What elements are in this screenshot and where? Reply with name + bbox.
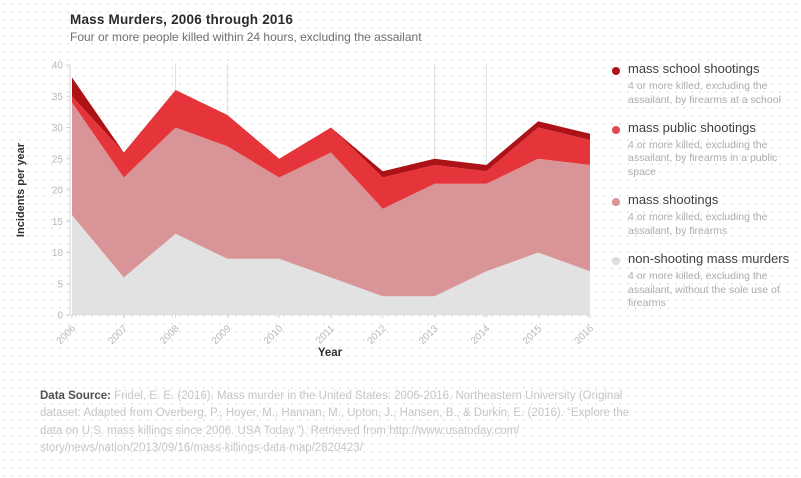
y-tick-label: 0 bbox=[57, 311, 63, 322]
legend-dot-icon bbox=[612, 256, 620, 265]
x-tick-label: 2012 bbox=[365, 323, 389, 347]
legend-item-public-shootings: mass public shootings 4 or more killed, … bbox=[612, 119, 798, 181]
data-source-note: Data Source: Fridel, E. E. (2016). Mass … bbox=[40, 388, 638, 457]
x-tick-label: 2015 bbox=[521, 323, 545, 347]
chart-title: Mass Murders, 2006 through 2016 bbox=[70, 12, 294, 27]
legend-dot-icon bbox=[612, 125, 620, 134]
legend-label: non-shooting mass murders bbox=[628, 250, 790, 266]
y-tick-label: 10 bbox=[52, 248, 64, 259]
x-tick-label: 2007 bbox=[106, 323, 130, 347]
chart-legend: mass school shootings 4 or more killed, … bbox=[612, 61, 798, 324]
y-tick-label: 40 bbox=[52, 61, 64, 72]
x-tick-label: 2016 bbox=[573, 323, 597, 347]
x-tick-label: 2010 bbox=[262, 323, 286, 347]
legend-description: 4 or more killed, excluding the assailan… bbox=[628, 211, 768, 237]
y-tick-label: 25 bbox=[52, 154, 64, 165]
y-tick-label: 35 bbox=[52, 92, 64, 103]
legend-item-mass-shootings: mass shootings 4 or more killed, excludi… bbox=[612, 192, 798, 239]
area-non-shooting-mass-murders bbox=[72, 215, 590, 315]
y-tick-label: 5 bbox=[57, 279, 63, 290]
area-mass-school-shootings bbox=[72, 77, 590, 178]
legend-item-school-shootings: mass school shootings 4 or more killed, … bbox=[612, 61, 798, 108]
legend-label: mass school shootings bbox=[628, 61, 760, 76]
x-tick-label: 2006 bbox=[55, 323, 79, 347]
y-tick-label: 15 bbox=[52, 217, 64, 228]
y-axis-title: Incidents per year bbox=[15, 142, 27, 237]
legend-description: 4 or more killed, excluding the assailan… bbox=[628, 269, 780, 310]
x-tick-label: 2011 bbox=[314, 323, 337, 346]
data-source-text: Fridel, E. E. (2016). Mass murder in the… bbox=[40, 390, 630, 454]
x-tick-label: 2013 bbox=[417, 323, 441, 347]
legend-dot-icon bbox=[612, 67, 620, 75]
legend-label: mass public shootings bbox=[628, 119, 756, 135]
legend-description: 4 or more killed, excluding the assailan… bbox=[628, 138, 778, 179]
data-source-label: Data Source: bbox=[40, 390, 111, 402]
x-tick-label: 2009 bbox=[210, 323, 234, 347]
x-axis-title: Year bbox=[318, 347, 343, 359]
legend-description: 4 or more killed, excluding the assailan… bbox=[628, 79, 781, 106]
x-tick-label: 2014 bbox=[469, 323, 493, 347]
x-tick-label: 2008 bbox=[158, 323, 182, 347]
area-mass-shootings bbox=[72, 102, 590, 297]
area-mass-public-shootings bbox=[72, 90, 590, 209]
y-tick-label: 30 bbox=[52, 123, 64, 134]
legend-label: mass shootings bbox=[628, 192, 719, 208]
y-tick-label: 20 bbox=[52, 186, 64, 197]
legend-dot-icon bbox=[612, 198, 620, 207]
chart-subtitle: Four or more people killed within 24 hou… bbox=[70, 30, 422, 44]
legend-item-non-shooting: non-shooting mass murders 4 or more kill… bbox=[612, 250, 798, 312]
